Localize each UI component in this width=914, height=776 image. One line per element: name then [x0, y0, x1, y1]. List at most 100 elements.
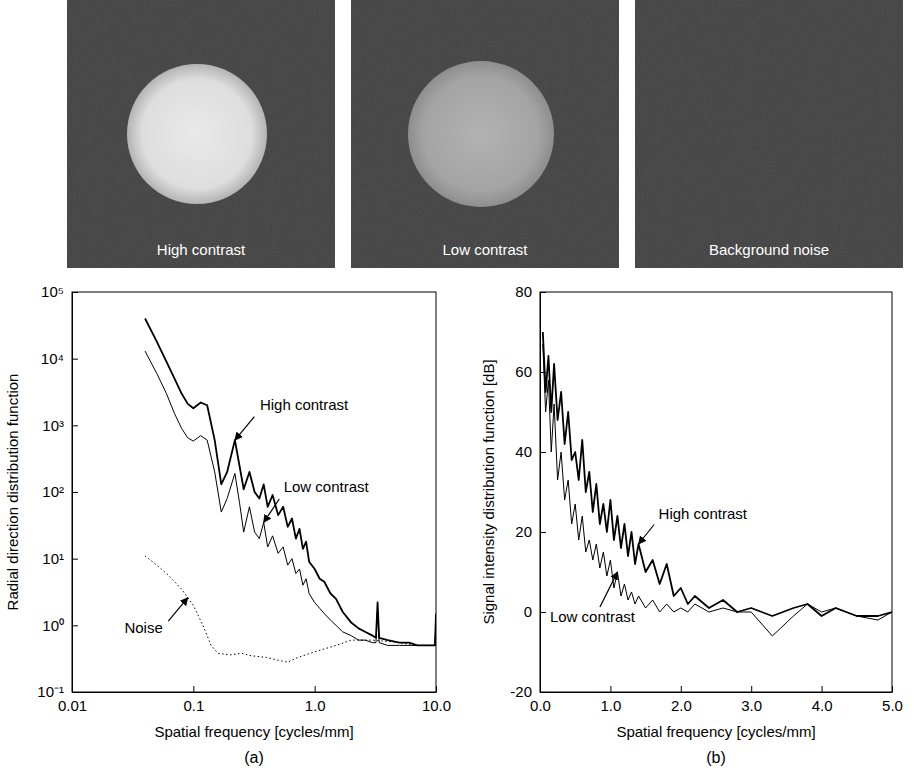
tick-mark: [72, 425, 78, 426]
tick-mark: [72, 292, 78, 293]
image-label: Background noise: [709, 241, 829, 258]
annotations: High contrast Low contrast Noise: [124, 396, 369, 636]
tick-mark: [540, 612, 546, 613]
annotation-arrow: [264, 499, 280, 522]
plot-frame: [540, 292, 892, 692]
tick: 10⁴: [41, 350, 78, 367]
x-axis-title: Spatial frequency [cycles/mm]: [154, 723, 353, 740]
tick-mark: [892, 686, 893, 692]
tick: 1.0: [600, 686, 621, 714]
image-label: High contrast: [157, 241, 246, 258]
tick-mark: [315, 686, 316, 692]
plot-frame: [72, 292, 436, 692]
tick-mark: [540, 532, 546, 533]
tick-mark: [681, 686, 682, 692]
image-disc: [408, 61, 554, 207]
tick-mark: [540, 692, 546, 693]
image-label: Low contrast: [442, 241, 528, 258]
tick-mark: [540, 452, 546, 453]
tick: 10.0: [422, 686, 451, 714]
series-line: [145, 351, 436, 645]
tick: 40: [515, 443, 546, 460]
x-axis: 0.0 1.0 2.0 3.0 4.0 5.0: [530, 686, 903, 714]
figure: High contrastLow contrastBackground nois…: [0, 0, 914, 776]
tick-mark: [822, 686, 823, 692]
plot-lines: [543, 332, 892, 636]
image-panel: Background noise: [635, 0, 903, 268]
series-line: [543, 344, 892, 636]
tick: 5.0: [882, 686, 903, 714]
series-line: [543, 332, 892, 616]
x-axis-line: [541, 692, 893, 693]
tick-label: 10¹: [42, 550, 64, 567]
image-background: [635, 0, 903, 268]
tick-label: 10⁰: [42, 617, 64, 634]
tick-label: 10⁵: [41, 283, 64, 300]
tick-mark: [72, 559, 78, 560]
tick-mark: [540, 292, 546, 293]
tick-mark: [751, 686, 752, 692]
tick-label: 20: [515, 523, 532, 540]
tick-label: 10²: [42, 483, 64, 500]
annotation-arrow: [235, 417, 255, 440]
image-disc: [127, 64, 267, 204]
tick: 20: [515, 523, 546, 540]
annotation-label: Low contrast: [284, 478, 370, 495]
tick: 3.0: [741, 686, 762, 714]
tick-label: 1.0: [305, 697, 326, 714]
tick: 80: [515, 283, 546, 300]
tick-label: 3.0: [741, 697, 762, 714]
tick: 10¹: [42, 550, 78, 567]
tick: 10³: [42, 417, 78, 434]
tick-label: 60: [515, 363, 532, 380]
tick-label: 5.0: [882, 697, 903, 714]
y-axis: 10⁻¹ 10⁰ 10¹ 10² 10³ 10⁴ 10⁵: [37, 283, 78, 700]
tick-label: 0.0: [530, 697, 551, 714]
annotation-label: High contrast: [260, 396, 349, 413]
image-background: [351, 0, 619, 268]
tick-label: 4.0: [812, 697, 833, 714]
x-axis: 0.010.11.010.0: [58, 686, 451, 714]
annotation-arrow: [639, 525, 655, 545]
annotation-label: Low contrast: [550, 608, 636, 625]
tick-label: 0: [524, 603, 532, 620]
tick-label: -20: [510, 683, 532, 700]
series-line: [145, 319, 436, 646]
tick: 4.0: [812, 686, 833, 714]
annotation-arrow: [168, 598, 188, 621]
tick: 0: [524, 603, 546, 620]
y-axis-title: Signal intensity distribution function […: [480, 359, 497, 624]
annotation-arrow: [600, 572, 618, 607]
tick-mark: [72, 492, 78, 493]
panel-caption: (a): [244, 749, 264, 766]
image-panel: High contrast: [67, 0, 335, 268]
tick-label: 0.1: [183, 697, 204, 714]
tick-label: 1.0: [600, 697, 621, 714]
image-noise: [67, 0, 335, 268]
panel-caption: (b): [706, 749, 726, 766]
tick: 10⁰: [42, 617, 78, 634]
tick: 0.1: [183, 686, 204, 714]
tick-mark: [72, 625, 78, 626]
tick-label: 10.0: [422, 697, 451, 714]
image-background: [67, 0, 335, 268]
tick: 1.0: [305, 686, 326, 714]
annotation-label: Noise: [124, 619, 162, 636]
x-axis-line: [73, 692, 437, 693]
y-axis: -20 0 20 40 60 80: [510, 283, 546, 700]
tick-mark: [540, 372, 546, 373]
series-line: [145, 556, 436, 662]
tick-label: 80: [515, 283, 532, 300]
y-axis-title: Radial direction distribution function: [4, 374, 21, 611]
chart: 0.01.02.03.04.05.0-20020406080Spatial fr…: [480, 283, 903, 766]
tick-mark: [436, 686, 437, 692]
chart: 0.010.11.010.010⁻¹10⁰10¹10²10³10⁴10⁵Spat…: [4, 283, 451, 766]
tick: 10⁻¹: [37, 683, 78, 700]
tick-label: 2.0: [671, 697, 692, 714]
y-axis-line: [540, 293, 541, 693]
tick: 2.0: [671, 686, 692, 714]
tick: -20: [510, 683, 546, 700]
tick: 60: [515, 363, 546, 380]
tick-mark: [72, 359, 78, 360]
annotations: High contrastLow contrast: [550, 505, 748, 625]
